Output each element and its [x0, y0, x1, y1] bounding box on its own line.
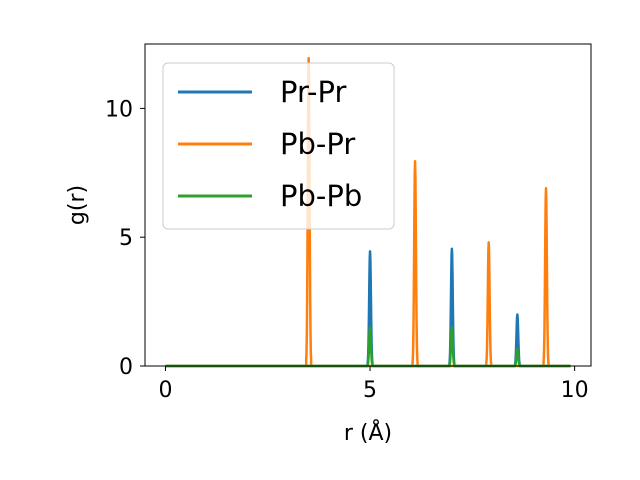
y-tick-label: 10: [105, 97, 133, 122]
y-axis: 0 5 10: [105, 97, 145, 380]
plot-frame: [144, 43, 592, 367]
x-tick-label: 0: [158, 378, 172, 403]
legend-label-pb-pb: Pb-Pb: [280, 179, 362, 213]
series-line-pr-pr: [165, 247, 571, 368]
legend-label-pr-pr: Pr-Pr: [280, 75, 346, 109]
x-tick-label: 5: [363, 378, 377, 403]
x-axis-title: r (Å): [344, 419, 392, 446]
legend: Pr-Pr Pb-Pr Pb-Pb: [162, 62, 395, 230]
y-tick-label: 0: [119, 355, 133, 380]
legend-box: [162, 62, 395, 230]
series-line-pb-pb: [165, 326, 571, 368]
legend-label-pb-pr: Pb-Pr: [280, 127, 355, 161]
x-axis: 0 5 10: [158, 366, 589, 403]
y-axis-title: g(r): [65, 185, 90, 225]
x-tick-label: 10: [561, 378, 589, 403]
y-tick-label: 5: [119, 226, 133, 251]
